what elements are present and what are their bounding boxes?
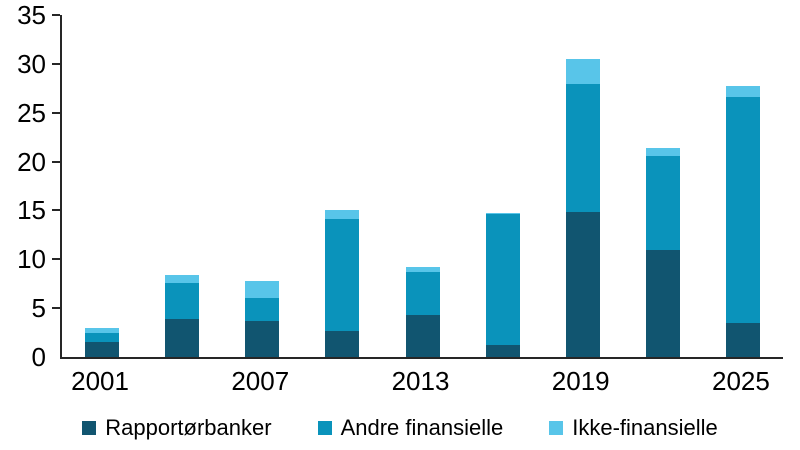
bar-2022-rapportorbanker [645,249,680,357]
bar-2025-ikke-finansielle [725,86,760,98]
y-tick-mark-25 [52,111,60,114]
bar-2004-ikke-finansielle [165,274,200,283]
y-tick-label-10: 10 [17,244,46,275]
y-tick-label-0: 0 [31,342,46,372]
x-tick-label-2007: 2007 [231,366,290,396]
legend: Rapportørbanker Andre finansielle Ikke-fin… [0,412,800,444]
bar-2025 [725,86,760,357]
bar-2010-ikke-finansielle [325,210,360,220]
bar-2010-rapportorbanker [325,330,360,357]
bar-2022-andre-finansielle [645,155,680,250]
legend-item-andre-finansielle: Andre finansielle [317,415,504,441]
bar-2022-ikke-finansielle [645,147,680,156]
legend-item-rapportorbanker: Rapportørbanker [82,415,272,441]
bar-2001-rapportorbanker [85,342,120,357]
bar-2016-andre-finansielle [485,214,520,346]
plot-area [52,14,783,359]
bar-2025-rapportorbanker [725,322,760,357]
bar-2013-rapportorbanker [405,314,440,357]
x-tick-label-2019: 2019 [551,366,610,396]
bar-2007-ikke-finansielle [245,280,280,299]
bar-2016 [485,213,520,357]
y-tick-mark-30 [52,62,60,65]
bar-2022 [645,147,680,357]
legend-swatch-rapportorbanker [82,421,97,435]
bar-2013-ikke-finansielle [405,267,440,272]
legend-item-ikke-finansielle: Ikke-finansielle [549,415,718,441]
y-tick-label-35: 35 [17,0,46,30]
y-tick-label-30: 30 [17,48,46,79]
bar-2007-andre-finansielle [245,298,280,321]
bar-2004-andre-finansielle [165,282,200,319]
bar-2013 [405,267,440,357]
legend-label-rapportorbanker: Rapportørbanker [105,415,272,440]
y-tick-label-15: 15 [17,195,46,226]
legend-label-andre-finansielle: Andre finansielle [340,415,504,440]
x-tick-label-2025: 2025 [712,366,770,396]
bar-2019-andre-finansielle [565,84,600,213]
bar-2007-rapportorbanker [245,320,280,357]
bar-2007 [245,280,280,357]
bar-2016-rapportorbanker [485,345,520,357]
bar-2004-rapportorbanker [165,318,200,357]
bar-2010 [325,210,360,357]
bar-2004 [165,274,200,357]
bar-2001-ikke-finansielle [85,327,120,333]
y-tick-mark-5 [52,307,60,310]
y-tick-mark-35 [52,14,60,16]
y-tick-mark-15 [52,209,60,212]
bar-2001-andre-finansielle [85,332,120,343]
legend-swatch-ikke-finansielle [549,421,564,435]
x-tick-label-2001: 2001 [71,366,129,396]
bar-2016-ikke-finansielle [485,213,520,215]
y-tick-label-20: 20 [17,146,46,177]
bar-2025-andre-finansielle [725,97,760,323]
legend-swatch-andre-finansielle [317,421,332,435]
bar-2010-andre-finansielle [325,219,360,331]
bar-2019-ikke-finansielle [565,59,600,85]
y-tick-mark-10 [52,258,60,261]
bar-2013-andre-finansielle [405,272,440,315]
legend-label-ikke-finansielle: Ikke-finansielle [572,415,718,440]
y-tick-label-25: 25 [17,97,46,128]
bar-2019-rapportorbanker [565,212,600,357]
y-tick-mark-20 [52,160,60,163]
bar-2001 [85,327,120,357]
bar-2019 [565,59,600,357]
y-tick-label-5: 5 [31,293,46,324]
x-tick-label-2013: 2013 [391,366,450,396]
